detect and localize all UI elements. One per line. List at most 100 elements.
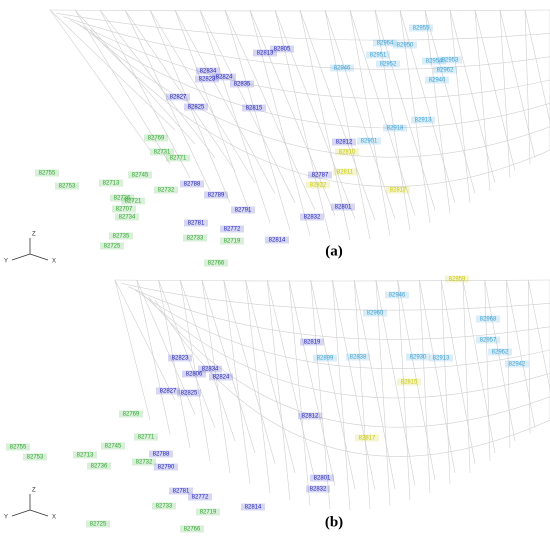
axis-y bbox=[11, 253, 31, 261]
mesh-line bbox=[114, 279, 176, 401]
mesh-line bbox=[124, 9, 236, 172]
node-label: 82713 bbox=[77, 453, 94, 459]
node-label: 82772 bbox=[192, 495, 209, 501]
mesh-line bbox=[462, 279, 496, 453]
label-bg bbox=[119, 410, 143, 418]
label-bg bbox=[196, 67, 220, 75]
node-label: 82824 bbox=[213, 375, 230, 381]
node-label: 82755 bbox=[39, 171, 56, 177]
mesh-line bbox=[56, 13, 550, 41]
label-bg bbox=[168, 354, 192, 362]
node-label: 82959 bbox=[449, 277, 466, 283]
mesh-line bbox=[310, 279, 331, 509]
axis-label: Y bbox=[4, 259, 8, 265]
node-label: 82838 bbox=[350, 355, 367, 361]
axis-label: Z bbox=[32, 232, 36, 238]
mesh-line bbox=[462, 279, 471, 473]
label-bg bbox=[476, 336, 500, 344]
label-bg bbox=[425, 76, 449, 84]
mesh-line bbox=[375, 279, 391, 506]
label-bg bbox=[393, 41, 417, 49]
label-bg bbox=[184, 103, 208, 111]
node-label: 82942 bbox=[509, 362, 526, 368]
node-label: 82787 bbox=[312, 173, 329, 179]
label-bg bbox=[150, 148, 174, 156]
label-bg bbox=[132, 458, 156, 466]
mesh-line bbox=[148, 296, 550, 428]
label-bg bbox=[184, 219, 208, 227]
label-bg bbox=[154, 186, 178, 194]
mesh-line bbox=[158, 279, 191, 448]
mesh-line bbox=[299, 9, 376, 221]
node-label: 82734 bbox=[119, 215, 136, 221]
node-label: 82788 bbox=[184, 182, 201, 188]
mesh-line bbox=[484, 279, 516, 441]
node-label: 82735 bbox=[113, 234, 130, 240]
node-label: 82824 bbox=[216, 75, 233, 81]
node-label: 82822 bbox=[310, 183, 327, 189]
node-label: 82753 bbox=[27, 455, 44, 461]
label-bg bbox=[422, 57, 446, 65]
label-bg bbox=[99, 179, 123, 187]
mesh-line bbox=[199, 9, 271, 223]
mesh-line bbox=[449, 9, 496, 183]
mesh-line bbox=[399, 9, 456, 203]
node-label: 82954 bbox=[426, 59, 443, 65]
mesh-line bbox=[266, 279, 291, 501]
mesh-line bbox=[223, 279, 251, 484]
mesh-line bbox=[353, 279, 396, 489]
node-label: 82805 bbox=[274, 47, 291, 53]
mesh-line bbox=[324, 9, 396, 219]
label-bg bbox=[298, 412, 322, 420]
node-label: 82952 bbox=[380, 62, 397, 68]
node-label: 82817 bbox=[359, 436, 376, 442]
mesh-line bbox=[332, 279, 376, 491]
label-bg bbox=[333, 168, 357, 176]
mesh-line bbox=[149, 9, 231, 204]
caption: (a) bbox=[325, 243, 343, 259]
label-bg bbox=[100, 242, 124, 250]
label-bg bbox=[204, 191, 228, 199]
node-label: 82755 bbox=[10, 445, 27, 451]
node-label: 82823 bbox=[172, 356, 189, 362]
mesh-line bbox=[199, 9, 296, 203]
label-bg bbox=[438, 56, 462, 64]
label-bg bbox=[265, 236, 289, 244]
node-label: 82801 bbox=[314, 476, 331, 482]
mesh-line bbox=[288, 279, 311, 506]
node-label: 82940 bbox=[429, 78, 446, 84]
mesh-line bbox=[179, 279, 236, 441]
node-label: 82725 bbox=[90, 522, 107, 528]
node-label: 82732 bbox=[136, 460, 153, 466]
label-bg bbox=[196, 508, 220, 516]
node-label: 82719 bbox=[224, 239, 241, 245]
label-bg bbox=[188, 493, 212, 501]
node-label: 82962 bbox=[492, 350, 509, 356]
label-bg bbox=[149, 450, 173, 458]
label-bg bbox=[445, 275, 469, 283]
mesh-line bbox=[49, 9, 151, 151]
node-label: 82771 bbox=[138, 435, 155, 441]
label-bg bbox=[212, 73, 236, 81]
label-bg bbox=[220, 225, 244, 233]
node-label: 82901 bbox=[361, 139, 378, 145]
label-bg bbox=[373, 39, 397, 47]
node-label: 82953 bbox=[442, 58, 459, 64]
label-bg bbox=[363, 309, 387, 317]
label-bg bbox=[204, 259, 228, 267]
mesh-line bbox=[69, 19, 550, 99]
label-bg bbox=[306, 181, 330, 189]
axis-x bbox=[29, 253, 49, 261]
label-bg bbox=[300, 213, 324, 221]
mesh-line bbox=[349, 9, 416, 216]
label-bg bbox=[101, 442, 125, 450]
node-label: 82827 bbox=[170, 95, 187, 101]
label-bg bbox=[306, 485, 330, 493]
node-label: 82781 bbox=[188, 221, 205, 227]
label-bg bbox=[183, 234, 207, 242]
mesh-line bbox=[158, 279, 216, 428]
label-bg bbox=[182, 370, 206, 378]
node-label: 82827 bbox=[160, 389, 177, 395]
label-bg bbox=[112, 205, 136, 213]
label-bg bbox=[308, 171, 332, 179]
